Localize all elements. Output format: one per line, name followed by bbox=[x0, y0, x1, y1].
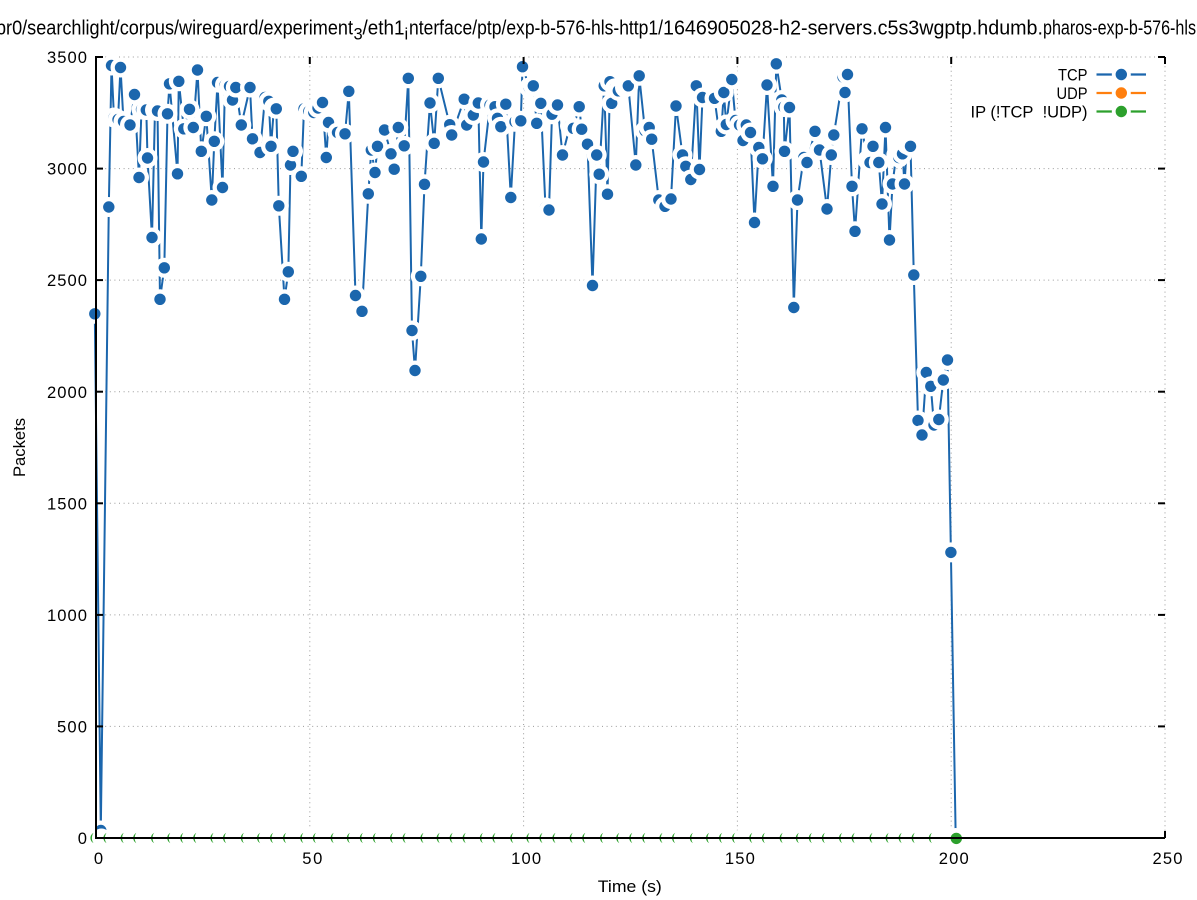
svg-text:TCP: TCP bbox=[1058, 66, 1088, 85]
svg-text:/eth1: /eth1 bbox=[363, 17, 405, 40]
svg-text:250: 250 bbox=[1153, 849, 1183, 868]
svg-text:Packets: Packets bbox=[10, 418, 29, 477]
svg-text:1000: 1000 bbox=[47, 606, 87, 625]
svg-text:100: 100 bbox=[511, 849, 541, 868]
svg-text:nterface/ptp/exp-b-576-hls-htt: nterface/ptp/exp-b-576-hls-http1/ bbox=[409, 17, 663, 40]
svg-text:500: 500 bbox=[57, 718, 87, 737]
svg-text:pharos-exp-b-576-hls: pharos-exp-b-576-hls bbox=[1043, 17, 1196, 40]
svg-text:0: 0 bbox=[78, 829, 87, 848]
svg-text:0: 0 bbox=[94, 849, 103, 868]
svg-text:br0/searchlight/corpus/wiregua: br0/searchlight/corpus/wireguard/experim… bbox=[0, 17, 353, 40]
svg-text:2500: 2500 bbox=[47, 271, 87, 290]
svg-text:1646905028-h2-servers.c5s3wgpt: 1646905028-h2-servers.c5s3wgptp.hdumb. bbox=[663, 17, 1043, 40]
svg-text:3: 3 bbox=[354, 26, 363, 44]
svg-text:50: 50 bbox=[302, 849, 322, 868]
svg-text:150: 150 bbox=[725, 849, 755, 868]
svg-text:3500: 3500 bbox=[47, 48, 87, 67]
svg-text:IP (!TCP !UDP): IP (!TCP !UDP) bbox=[971, 103, 1088, 122]
svg-text:Time (s): Time (s) bbox=[598, 877, 662, 896]
svg-text:UDP: UDP bbox=[1057, 84, 1088, 103]
svg-text:1500: 1500 bbox=[47, 494, 87, 513]
svg-text:3000: 3000 bbox=[47, 160, 87, 179]
svg-text:i: i bbox=[405, 26, 409, 44]
svg-text:200: 200 bbox=[939, 849, 969, 868]
svg-text:2000: 2000 bbox=[47, 383, 87, 402]
